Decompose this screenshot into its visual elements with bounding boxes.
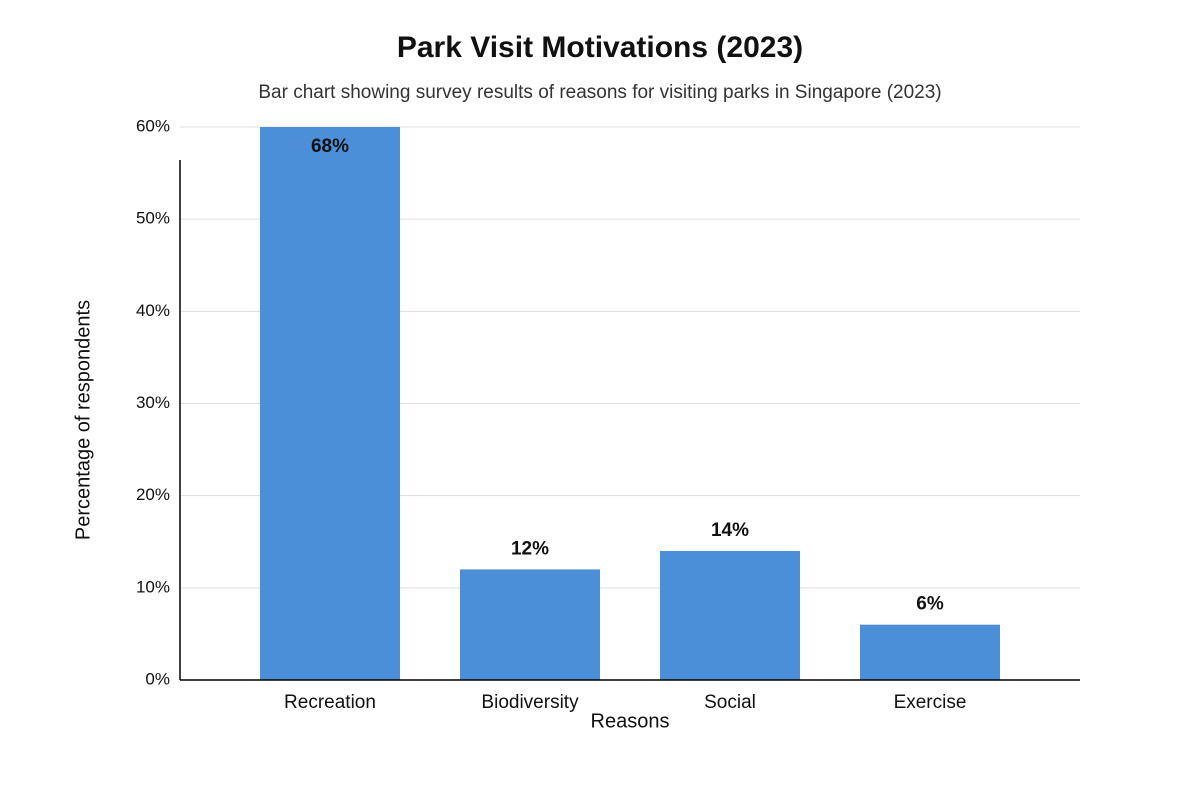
y-tick-label: 60%	[136, 116, 170, 135]
x-tick-label: Biodiversity	[481, 692, 579, 713]
x-tick-label: Recreation	[284, 692, 376, 713]
chart-title: Park Visit Motivations (2023)	[397, 31, 803, 64]
bar	[260, 127, 400, 680]
x-axis-title: Reasons	[591, 710, 670, 732]
y-tick-label: 20%	[136, 485, 170, 504]
data-label: 12%	[511, 538, 549, 559]
x-tick-label: Exercise	[894, 692, 967, 713]
x-tick-label: Social	[704, 692, 756, 713]
data-label: 68%	[311, 136, 349, 157]
y-tick-label: 10%	[136, 577, 170, 596]
y-tick-label: 40%	[136, 301, 170, 320]
bar	[460, 569, 600, 680]
chart-subtitle: Bar chart showing survey results of reas…	[258, 82, 941, 103]
bar	[660, 550, 800, 680]
bar	[860, 624, 1000, 680]
bars	[260, 127, 1000, 680]
data-label: 14%	[711, 520, 749, 541]
data-label: 6%	[916, 594, 944, 615]
y-tick-label: 0%	[145, 669, 170, 688]
y-tick-label: 50%	[136, 209, 170, 228]
y-axis-title: Percentage of respondents	[72, 300, 94, 540]
y-tick-label: 30%	[136, 393, 170, 412]
